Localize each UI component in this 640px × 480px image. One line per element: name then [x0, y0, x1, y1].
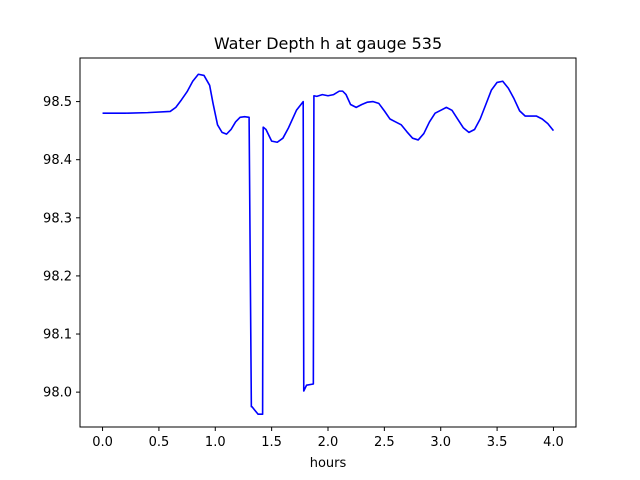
x-tick-label: 1.0 — [205, 435, 226, 450]
y-tick-label: 98.4 — [43, 153, 72, 168]
y-axis: 98.0 98.1 98.2 98.3 98.4 98.5 — [43, 95, 80, 401]
chart-title: Water Depth h at gauge 535 — [214, 34, 442, 53]
y-tick-label: 98.2 — [43, 269, 72, 284]
axes-frame — [79, 57, 577, 428]
x-tick-label: 0.5 — [149, 435, 170, 450]
x-tick-label: 3.0 — [430, 435, 451, 450]
x-tick-label: 1.5 — [261, 435, 282, 450]
plot-area — [102, 73, 555, 416]
y-tick-label: 98.1 — [43, 328, 72, 343]
x-tick-label: 4.0 — [543, 435, 564, 450]
x-axis-label: hours — [310, 456, 347, 471]
y-tick-label: 98.5 — [43, 95, 72, 110]
x-tick-label: 2.0 — [318, 435, 339, 450]
series-line-0 — [102, 73, 555, 416]
x-axis: 0.0 0.5 1.0 1.5 2.0 2.5 3.0 3.5 4.0 — [92, 427, 564, 450]
x-tick-label: 0.0 — [92, 435, 113, 450]
y-tick-label: 98.3 — [43, 211, 72, 226]
x-tick-label: 2.5 — [374, 435, 395, 450]
y-tick-label: 98.0 — [43, 386, 72, 401]
x-tick-label: 3.5 — [487, 435, 508, 450]
